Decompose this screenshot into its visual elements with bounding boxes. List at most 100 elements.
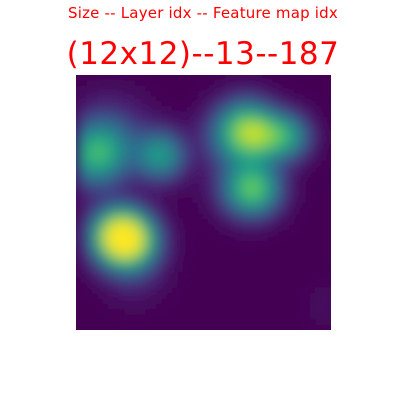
feature-map-cell bbox=[214, 202, 221, 209]
feature-map-cell bbox=[214, 223, 221, 230]
feature-map-cell bbox=[293, 149, 300, 156]
feature-map-cell bbox=[198, 160, 205, 166]
feature-map-cell bbox=[139, 207, 146, 214]
feature-map-cell bbox=[235, 149, 242, 156]
feature-map-cell bbox=[97, 271, 104, 278]
feature-map-cell bbox=[150, 260, 157, 267]
feature-map-cell bbox=[171, 245, 178, 251]
feature-map-cell bbox=[309, 154, 316, 161]
feature-map-cell bbox=[166, 144, 173, 150]
feature-map-cell bbox=[129, 85, 136, 92]
feature-map-cell bbox=[76, 112, 82, 119]
feature-map-cell bbox=[219, 80, 226, 87]
feature-map-cell bbox=[288, 144, 295, 150]
feature-map-cell bbox=[113, 207, 120, 214]
feature-map-cell bbox=[139, 292, 146, 299]
feature-map-cell bbox=[81, 101, 88, 108]
feature-map-cell bbox=[129, 160, 136, 166]
feature-map-cell bbox=[134, 213, 141, 220]
feature-map-cell bbox=[320, 292, 327, 299]
feature-map-cell bbox=[145, 154, 151, 161]
feature-map-cell bbox=[166, 133, 173, 140]
feature-map-cell bbox=[171, 271, 178, 278]
feature-map-cell bbox=[161, 239, 167, 246]
feature-map-cell bbox=[145, 282, 151, 289]
feature-map-cell bbox=[235, 197, 242, 204]
feature-map-cell bbox=[129, 122, 136, 129]
feature-map-cell bbox=[309, 160, 316, 166]
feature-map-cell bbox=[246, 207, 252, 214]
feature-map-cell bbox=[134, 255, 141, 262]
feature-map-cell bbox=[230, 138, 236, 145]
feature-map-cell bbox=[139, 133, 146, 140]
feature-map-cell bbox=[107, 298, 114, 305]
feature-map-cell bbox=[97, 255, 104, 262]
feature-map-cell bbox=[293, 117, 300, 124]
feature-map-cell bbox=[134, 160, 141, 166]
feature-map-cell bbox=[299, 149, 306, 156]
feature-map-cell bbox=[139, 138, 146, 145]
feature-map-cell bbox=[155, 133, 162, 140]
feature-map-cell bbox=[192, 133, 199, 140]
feature-map-cell bbox=[123, 144, 130, 150]
feature-map-cell bbox=[283, 213, 290, 220]
feature-map-cell bbox=[134, 197, 141, 204]
feature-map-cell bbox=[214, 128, 221, 135]
feature-map-cell bbox=[256, 75, 263, 81]
feature-map-cell bbox=[240, 202, 247, 209]
feature-map-cell bbox=[134, 271, 141, 278]
feature-map-cell bbox=[325, 287, 331, 294]
feature-map-cell bbox=[81, 186, 88, 193]
feature-map-cell bbox=[277, 223, 284, 230]
feature-map-cell bbox=[251, 90, 258, 97]
feature-map-cell bbox=[325, 298, 331, 305]
feature-map-cell bbox=[224, 149, 231, 156]
feature-map-cell bbox=[145, 122, 151, 129]
feature-map-cell bbox=[240, 160, 247, 166]
feature-map-cell bbox=[283, 96, 290, 103]
feature-map-cell bbox=[118, 101, 125, 108]
feature-map-cell bbox=[176, 154, 183, 161]
feature-map-cell bbox=[113, 213, 120, 220]
feature-map-cell bbox=[214, 117, 221, 124]
feature-map-cell bbox=[198, 122, 205, 129]
feature-map-cell bbox=[118, 85, 125, 92]
feature-map-cell bbox=[240, 175, 247, 182]
feature-map-cell bbox=[113, 117, 120, 124]
feature-map-cell bbox=[171, 276, 178, 283]
feature-map-cell bbox=[118, 223, 125, 230]
feature-map-cell bbox=[176, 138, 183, 145]
feature-map-cell bbox=[150, 276, 157, 283]
feature-map-cell bbox=[240, 207, 247, 214]
feature-map-cell bbox=[176, 149, 183, 156]
feature-map-cell bbox=[256, 175, 263, 182]
feature-map-cell bbox=[91, 122, 98, 129]
feature-map-cell bbox=[113, 202, 120, 209]
feature-map-cell bbox=[256, 191, 263, 198]
feature-map-cell bbox=[102, 234, 109, 241]
feature-map-cell bbox=[304, 133, 311, 140]
feature-map-cell bbox=[261, 144, 268, 150]
feature-map-cell bbox=[277, 117, 284, 124]
feature-map-cell bbox=[102, 287, 109, 294]
feature-map-cell bbox=[267, 165, 274, 172]
feature-map-cell bbox=[145, 292, 151, 299]
feature-map-cell bbox=[272, 207, 279, 214]
feature-map-cell bbox=[315, 149, 321, 156]
feature-map-cell bbox=[246, 197, 252, 204]
feature-map-cell bbox=[150, 287, 157, 294]
feature-map-cell bbox=[161, 112, 167, 119]
feature-map-cell bbox=[76, 96, 82, 103]
feature-map-cell bbox=[145, 165, 151, 172]
feature-map-cell bbox=[192, 160, 199, 166]
feature-map-cell bbox=[171, 250, 178, 257]
feature-map-cell bbox=[272, 144, 279, 150]
feature-map-cell bbox=[261, 207, 268, 214]
feature-map-cell bbox=[240, 213, 247, 220]
feature-map-cell bbox=[283, 207, 290, 214]
feature-map-cell bbox=[155, 186, 162, 193]
feature-map-cell bbox=[240, 138, 247, 145]
figure-legend: Size -- Layer idx -- Feature map idx bbox=[68, 4, 338, 22]
feature-map-cell bbox=[288, 128, 295, 135]
feature-map-cell bbox=[203, 154, 210, 161]
